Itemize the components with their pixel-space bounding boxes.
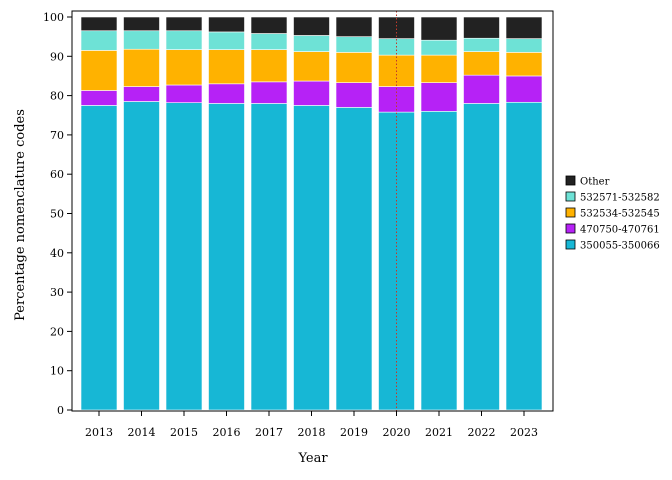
- bar-2021-series-4: [420, 16, 458, 41]
- bar-2021-series-0: [420, 111, 458, 411]
- bar-2017-series-2: [250, 49, 288, 83]
- x-tick-label-2022: 2022: [468, 426, 496, 439]
- bar-2017-series-0: [250, 103, 288, 411]
- y-tick-label-50: 50: [50, 208, 64, 221]
- bar-2022-series-1: [463, 74, 500, 104]
- y-tick-label-70: 70: [50, 129, 64, 142]
- x-tick-label-2016: 2016: [213, 426, 241, 439]
- bar-2014-series-4: [123, 16, 160, 32]
- legend-swatch-Other: [565, 175, 576, 186]
- bar-2013-series-2: [80, 50, 118, 91]
- bar-2022-series-3: [463, 37, 500, 52]
- bar-2019-series-4: [335, 16, 373, 37]
- bar-2023-series-0: [505, 101, 543, 411]
- x-tick-label-2020: 2020: [383, 426, 411, 439]
- bar-2022-series-4: [463, 16, 500, 39]
- bar-2014-series-2: [123, 48, 160, 87]
- bars-layer: [80, 16, 543, 411]
- bar-2019-series-2: [335, 52, 373, 83]
- bar-2014-series-0: [123, 101, 160, 411]
- bar-2017-series-4: [250, 16, 288, 34]
- bar-2018-series-0: [293, 105, 330, 411]
- x-tick-label-2017: 2017: [255, 426, 283, 439]
- x-tick-label-2023: 2023: [510, 426, 538, 439]
- bar-2019-series-0: [335, 107, 373, 411]
- bar-2022-series-2: [463, 51, 500, 76]
- bar-2023-series-3: [505, 38, 543, 53]
- bar-2018-series-3: [293, 35, 330, 52]
- x-tick-label-2018: 2018: [298, 426, 326, 439]
- y-tick-label-80: 80: [50, 90, 64, 103]
- bar-2019-series-1: [335, 82, 373, 108]
- x-tick-label-2021: 2021: [425, 426, 453, 439]
- bar-2021-series-2: [420, 54, 458, 83]
- bar-2015-series-0: [165, 102, 203, 411]
- bar-2023-series-4: [505, 16, 543, 39]
- bar-2019-series-3: [335, 36, 373, 53]
- y-tick-label-60: 60: [50, 168, 64, 181]
- legend-swatch-470750-470761: [565, 223, 576, 234]
- legend-label-532534-532545: 532534-532545: [580, 209, 660, 220]
- bar-2018-series-1: [293, 80, 330, 106]
- plot-frame: [71, 10, 554, 412]
- x-tick-label-2015: 2015: [170, 426, 198, 439]
- x-tick-label-2013: 2013: [85, 426, 113, 439]
- bar-2013-series-0: [80, 105, 118, 411]
- legend-swatch-532534-532545: [565, 207, 576, 218]
- bar-2023-series-1: [505, 75, 543, 103]
- x-tick-label-2014: 2014: [128, 426, 156, 439]
- bar-2013-series-3: [80, 30, 118, 51]
- bar-2016-series-4: [208, 16, 245, 33]
- x-tick-label-2019: 2019: [340, 426, 368, 439]
- bar-2023-series-2: [505, 52, 543, 77]
- bar-2016-series-3: [208, 31, 245, 50]
- legend-label-350055-350066: 350055-350066: [580, 241, 660, 252]
- bar-2021-series-3: [420, 39, 458, 56]
- bar-2014-series-1: [123, 86, 160, 102]
- y-axis-title: Percentage nomenclature codes: [13, 109, 28, 321]
- bar-2013-series-4: [80, 16, 118, 32]
- legend-label-470750-470761: 470750-470761: [580, 225, 660, 236]
- legend-label-Other: Other: [580, 177, 610, 188]
- x-axis-title: Year: [297, 451, 328, 466]
- bar-2015-series-3: [165, 30, 203, 50]
- y-tick-label-30: 30: [50, 286, 64, 299]
- legend-swatch-532571-532582: [565, 191, 576, 202]
- bar-2015-series-1: [165, 84, 203, 103]
- y-tick-label-10: 10: [50, 365, 64, 378]
- bar-2017-series-1: [250, 81, 288, 104]
- bar-2014-series-3: [123, 30, 160, 50]
- y-tick-label-90: 90: [50, 50, 64, 63]
- y-tick-label-0: 0: [57, 404, 64, 417]
- bar-2017-series-3: [250, 33, 288, 50]
- legend: Other 532571-532582 532534-532545 470750-47…: [565, 175, 660, 252]
- bar-2021-series-1: [420, 82, 458, 112]
- bar-2013-series-1: [80, 90, 118, 106]
- bar-2022-series-0: [463, 103, 500, 411]
- y-axis: 0 10 20 30 40 50 60 70 80 90 100: [43, 11, 72, 417]
- bar-2016-series-0: [208, 103, 245, 411]
- y-tick-label-100: 100: [43, 11, 64, 24]
- bar-2018-series-2: [293, 51, 330, 82]
- legend-swatch-350055-350066: [565, 239, 576, 250]
- bar-2016-series-1: [208, 83, 245, 104]
- bar-2015-series-4: [165, 16, 203, 32]
- x-axis: 2013 2014 2015 2016 2017 2018 2019 2020 2021 2022…: [85, 411, 538, 439]
- bar-2015-series-2: [165, 49, 203, 86]
- bar-2016-series-2: [208, 49, 245, 85]
- bar-2020-series-4: [378, 16, 415, 39]
- bar-2018-series-4: [293, 16, 330, 36]
- y-tick-label-40: 40: [50, 247, 64, 260]
- legend-label-532571-532582: 532571-532582: [580, 193, 660, 204]
- y-tick-label-20: 20: [50, 325, 64, 338]
